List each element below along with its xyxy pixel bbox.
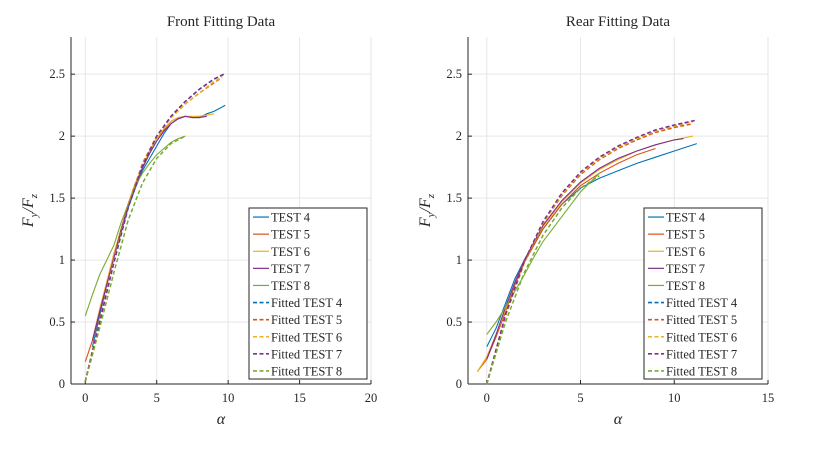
series-line-1 bbox=[91, 104, 226, 347]
y-tick-label: 0.5 bbox=[49, 315, 65, 329]
legend-entry: Fitted TEST 4 bbox=[666, 296, 738, 310]
chart-title: Front Fitting Data bbox=[167, 14, 276, 30]
x-axis-label: α bbox=[614, 411, 623, 428]
series-line-3 bbox=[91, 113, 214, 341]
y-axis-label-part: y bbox=[28, 212, 40, 218]
y-tick-label: 2 bbox=[59, 129, 65, 143]
y-axis-label-part: z bbox=[28, 193, 40, 199]
y-axis-label-part: F bbox=[20, 217, 37, 228]
y-axis-label-part: / bbox=[20, 206, 37, 213]
series-line-2 bbox=[84, 114, 207, 362]
legend-entry: Fitted TEST 5 bbox=[666, 313, 737, 327]
series-line-4 bbox=[91, 115, 207, 341]
y-axis-label-part: F bbox=[417, 198, 434, 209]
series-line-5 bbox=[486, 172, 600, 335]
y-axis-label-part: y bbox=[425, 212, 437, 218]
legend-box bbox=[643, 207, 763, 380]
series-line-8 bbox=[84, 76, 223, 382]
x-tick-label: 5 bbox=[154, 391, 160, 405]
legend: TEST 4 TEST 5 TEST 6 TEST 7 TEST 8 Fitted TES… bbox=[643, 207, 763, 380]
legend-entry: TEST 4 bbox=[271, 211, 311, 225]
x-tick-label: 20 bbox=[365, 391, 378, 405]
series-line-10 bbox=[486, 175, 600, 385]
y-tick-label: 1 bbox=[59, 253, 65, 267]
legend-entry: TEST 5 bbox=[271, 228, 310, 242]
y-tick-label: 0.5 bbox=[446, 315, 462, 329]
series-line-1 bbox=[486, 143, 697, 348]
y-axis-label-part: z bbox=[425, 193, 437, 199]
y-axis-label: Fy/Fz bbox=[20, 193, 40, 228]
x-tick-label: 0 bbox=[82, 391, 88, 405]
y-tick-label: 1.5 bbox=[49, 191, 65, 205]
y-axis-label-part: F bbox=[20, 198, 37, 209]
legend-entry: TEST 5 bbox=[666, 228, 705, 242]
chart-1: 0 5 10 15 20 0 0.5 1 1.5 2 2.5 Front Fitting Data α F… bbox=[20, 14, 377, 428]
y-tick-label: 2 bbox=[456, 129, 462, 143]
legend-entry: TEST 6 bbox=[271, 245, 310, 259]
x-axis-label: α bbox=[217, 411, 226, 428]
y-tick-label: 2.5 bbox=[446, 67, 462, 81]
series-line-7 bbox=[84, 77, 222, 382]
legend-entry: Fitted TEST 6 bbox=[271, 330, 342, 344]
y-axis-label-part: F bbox=[417, 217, 434, 228]
legend-box bbox=[248, 207, 368, 380]
legend-entry: TEST 4 bbox=[666, 211, 706, 225]
series-line-10 bbox=[84, 135, 186, 382]
y-tick-label: 0 bbox=[59, 377, 65, 391]
legend-entry: TEST 7 bbox=[666, 262, 705, 276]
x-tick-label: 10 bbox=[222, 391, 235, 405]
chart-title: Rear Fitting Data bbox=[566, 14, 670, 30]
legend-entry: TEST 8 bbox=[666, 279, 705, 293]
series-line-2 bbox=[476, 147, 656, 372]
x-tick-label: 15 bbox=[762, 391, 775, 405]
x-tick-label: 0 bbox=[484, 391, 490, 405]
legend-entry: TEST 8 bbox=[271, 279, 310, 293]
legend-entry: TEST 6 bbox=[666, 245, 705, 259]
x-tick-label: 10 bbox=[668, 391, 681, 405]
legend-entry: Fitted TEST 8 bbox=[666, 364, 737, 378]
legend-entry: Fitted TEST 4 bbox=[271, 296, 343, 310]
legend-entry: Fitted TEST 5 bbox=[271, 313, 342, 327]
y-tick-label: 1.5 bbox=[446, 191, 462, 205]
legend-entry: Fitted TEST 7 bbox=[271, 347, 342, 361]
legend: TEST 4 TEST 5 TEST 6 TEST 7 TEST 8 Fitted TES… bbox=[248, 207, 368, 380]
x-tick-label: 15 bbox=[293, 391, 306, 405]
x-tick-label: 5 bbox=[577, 391, 583, 405]
series-line-9 bbox=[486, 119, 697, 385]
y-axis-label: Fy/Fz bbox=[417, 193, 437, 228]
legend-entry: TEST 7 bbox=[271, 262, 310, 276]
series-line-6 bbox=[84, 73, 225, 382]
y-axis-label-part: / bbox=[417, 206, 434, 213]
y-tick-label: 1 bbox=[456, 253, 462, 267]
legend-entry: Fitted TEST 8 bbox=[271, 364, 342, 378]
y-tick-label: 2.5 bbox=[49, 67, 65, 81]
y-tick-label: 0 bbox=[456, 377, 462, 391]
series-line-5 bbox=[84, 135, 186, 316]
legend-entry: Fitted TEST 6 bbox=[666, 330, 737, 344]
series-line-9 bbox=[84, 73, 225, 382]
legend-entry: Fitted TEST 7 bbox=[666, 347, 737, 361]
series-line-4 bbox=[486, 138, 684, 360]
